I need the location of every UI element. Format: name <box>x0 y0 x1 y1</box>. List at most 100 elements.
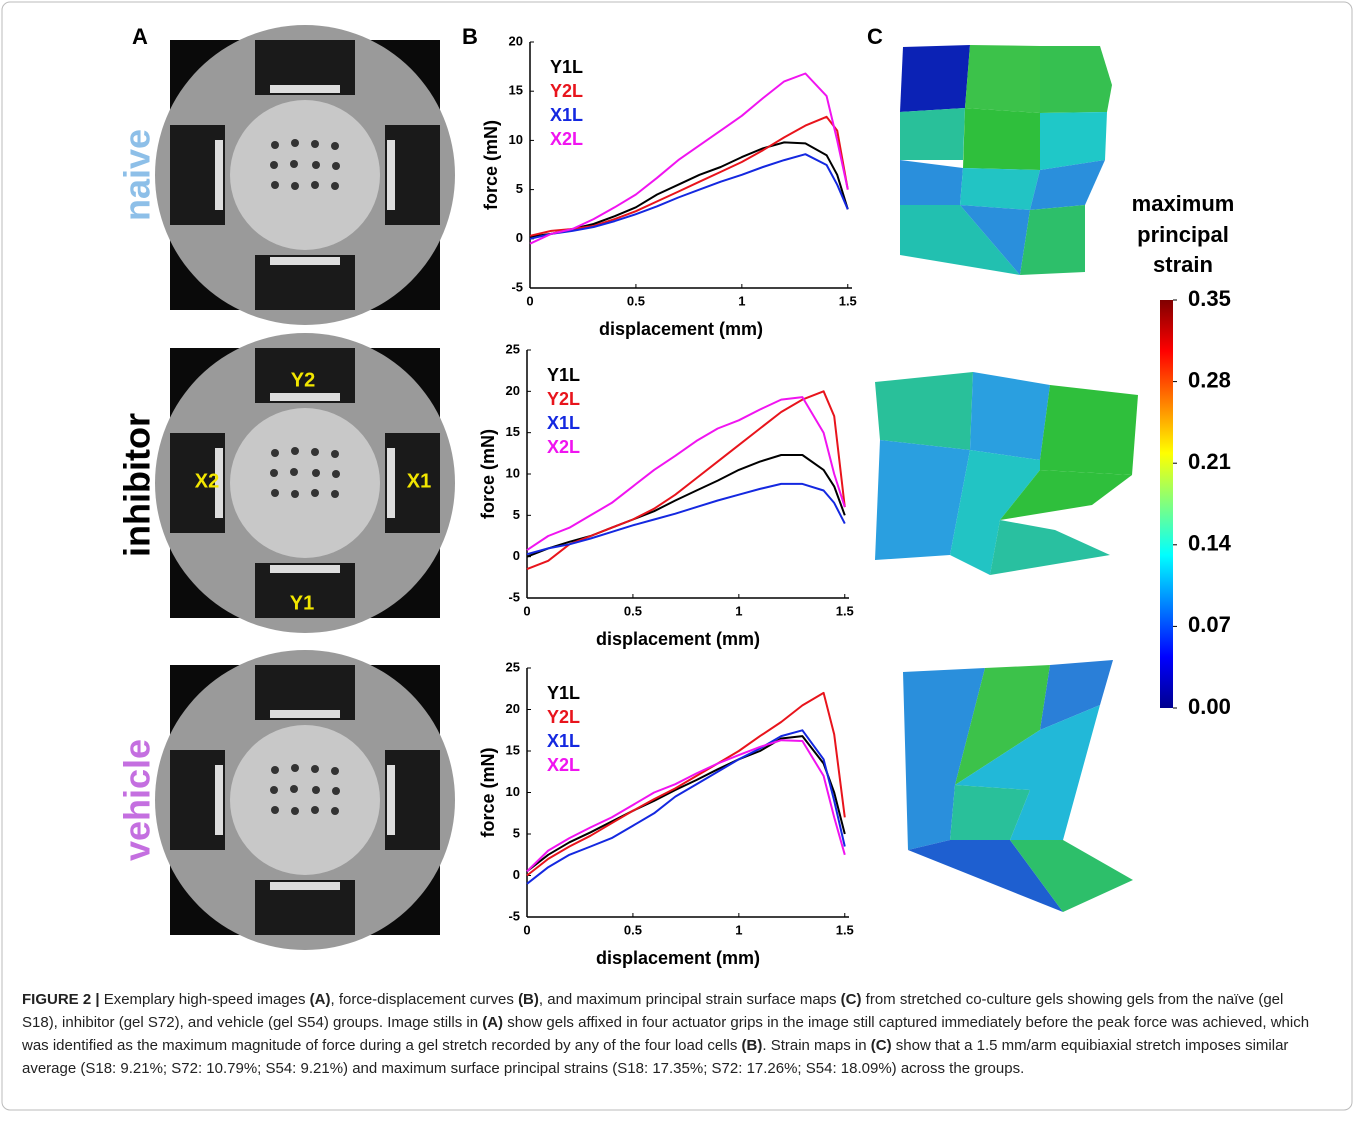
panel-label: B <box>462 24 478 49</box>
x-tick-label: 1 <box>738 293 745 308</box>
series-line <box>529 141 849 238</box>
strain-map <box>900 45 1112 275</box>
caption-text: Exemplary high-speed images <box>99 991 310 1008</box>
y-axis-label: force (mN) <box>481 120 501 210</box>
colorbar-tick-label: 0.07 <box>1188 612 1231 637</box>
caption-text: (B) <box>741 1037 763 1054</box>
y-tick-label: 0 <box>513 548 520 563</box>
photo-label: Y1 <box>290 592 314 614</box>
legend-entry: X2L <box>550 129 583 149</box>
photo-label: X1 <box>407 470 431 492</box>
series-line <box>526 739 846 873</box>
legend-entry: X2L <box>547 755 580 775</box>
colorbar-title: principal <box>1137 222 1229 247</box>
photo-vehicle <box>155 650 455 950</box>
colorbar-tick-label: 0.14 <box>1188 531 1232 556</box>
panel-label: A <box>132 24 148 49</box>
y-tick-label: 25 <box>506 659 520 674</box>
group-label: vehicle <box>117 739 158 861</box>
legend-entry: Y2L <box>550 81 583 101</box>
caption-text: (C) <box>870 1037 892 1054</box>
caption-text: , and maximum principal strain surface m… <box>538 991 841 1008</box>
caption-text: FIGURE 2 | <box>22 991 100 1008</box>
colorbar <box>1160 300 1173 708</box>
caption-text: (A) <box>309 991 331 1008</box>
y-axis-label: force (mN) <box>478 429 498 519</box>
caption-text: show gels affixed in four actuator grips… <box>22 1014 1310 1054</box>
x-tick-label: 0.5 <box>627 293 645 308</box>
series-line <box>526 735 846 873</box>
y-tick-label: -5 <box>508 589 520 604</box>
x-tick-label: 0 <box>523 922 530 937</box>
y-tick-label: 20 <box>506 701 520 716</box>
legend-entry: Y2L <box>547 389 580 409</box>
colorbar-title: strain <box>1153 252 1213 277</box>
y-tick-label: 20 <box>506 383 520 398</box>
series-line <box>526 482 846 556</box>
figure-border <box>1 1 1353 1111</box>
caption-text: (B) <box>518 991 539 1008</box>
legend-entry: X1L <box>550 105 583 125</box>
y-tick-label: 15 <box>509 83 523 98</box>
y-tick-label: 5 <box>516 181 523 196</box>
y-tick-label: 5 <box>513 825 520 840</box>
series-line <box>526 396 846 551</box>
y-tick-label: 0 <box>516 230 523 245</box>
series-line <box>529 72 849 245</box>
series-line <box>529 115 849 237</box>
caption-text: (A) <box>482 1014 504 1031</box>
photo-label: X2 <box>195 470 219 492</box>
y-tick-label: 10 <box>506 784 520 799</box>
y-tick-label: 15 <box>506 742 520 757</box>
y-tick-label: 0 <box>513 867 520 882</box>
colorbar-tick-label: 0.35 <box>1188 286 1231 311</box>
y-tick-label: 10 <box>506 465 520 480</box>
x-tick-label: 1.5 <box>839 293 857 308</box>
y-axis-label: force (mN) <box>478 747 498 837</box>
colorbar-tick-label: 0.21 <box>1188 449 1231 474</box>
y-tick-label: 5 <box>513 507 520 522</box>
colorbar-tick-label: 0.28 <box>1188 367 1231 392</box>
legend-entry: X1L <box>547 413 580 433</box>
x-tick-label: 1 <box>735 603 742 618</box>
x-tick-label: 1.5 <box>836 922 854 937</box>
x-axis-label: displacement (mm) <box>596 948 760 968</box>
legend-entry: Y1L <box>547 365 580 385</box>
y-tick-label: 10 <box>509 132 523 147</box>
x-axis-label: displacement (mm) <box>596 629 760 649</box>
group-label: inhibitor <box>117 413 158 557</box>
photo-naive <box>155 25 455 325</box>
caption-text: , force-displacement curves <box>330 991 519 1008</box>
y-tick-label: 25 <box>506 341 520 356</box>
caption-text: . Strain maps in <box>762 1037 871 1054</box>
caption-text: show that a 1.5 mm/arm equibiaxial stret… <box>22 1037 1289 1077</box>
x-tick-label: 0 <box>523 603 530 618</box>
group-label: naive <box>117 129 158 221</box>
legend-entry: Y1L <box>550 57 583 77</box>
strain-map <box>903 660 1133 912</box>
x-tick-label: 0.5 <box>624 922 642 937</box>
y-tick-label: -5 <box>508 908 520 923</box>
legend-entry: X1L <box>547 731 580 751</box>
series-line <box>526 390 846 571</box>
x-tick-label: 0.5 <box>624 603 642 618</box>
colorbar-tick-label: 0.00 <box>1188 694 1231 719</box>
x-tick-label: 1.5 <box>836 603 854 618</box>
y-tick-label: 15 <box>506 424 520 439</box>
photo-label: Y2 <box>291 369 315 391</box>
caption-text: from stretched co-culture gels showing g… <box>22 991 1284 1031</box>
series-line <box>526 729 846 885</box>
y-tick-label: 20 <box>509 33 523 48</box>
panel-label: C <box>867 24 883 49</box>
x-tick-label: 1 <box>735 922 742 937</box>
x-tick-label: 0 <box>526 293 533 308</box>
colorbar-title: maximum <box>1132 191 1235 216</box>
legend-entry: X2L <box>547 437 580 457</box>
x-axis-label: displacement (mm) <box>599 319 763 339</box>
y-tick-label: -5 <box>511 279 523 294</box>
series-line <box>529 153 849 240</box>
caption: FIGURE 2 | Exemplary high-speed images (… <box>22 988 1322 1080</box>
legend-entry: Y1L <box>547 683 580 703</box>
